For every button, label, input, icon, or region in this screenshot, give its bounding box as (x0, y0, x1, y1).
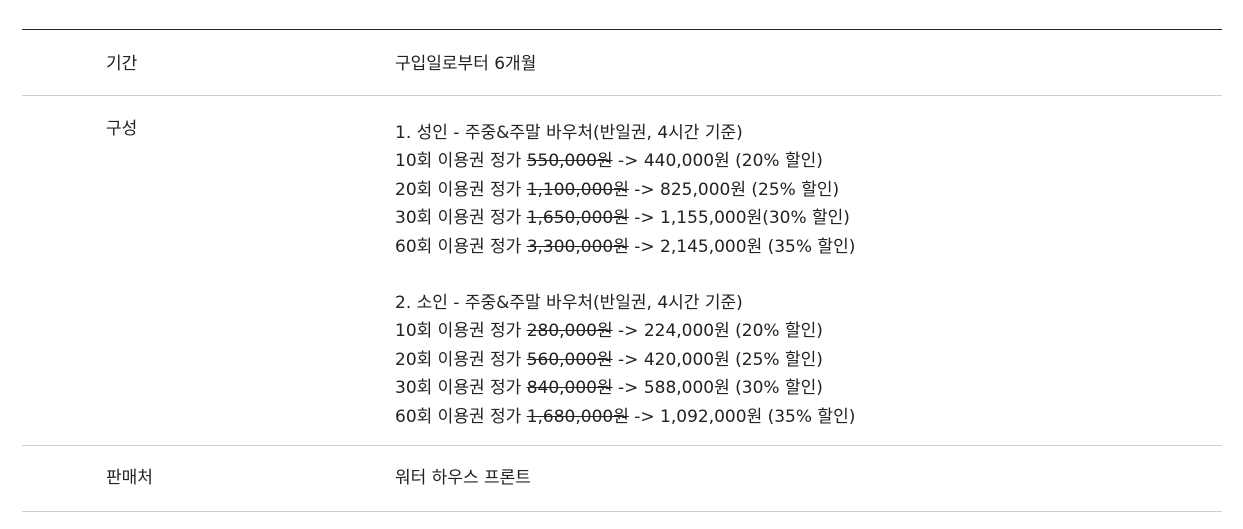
adult-voucher-heading: 1. 성인 - 주중&주말 바우처(반일권, 4시간 기준) (395, 123, 743, 143)
discounted-price: -> 2,145,000원 (35% 할인) (628, 236, 856, 257)
period-label: 기간 (106, 54, 138, 74)
period-value: 구입일로부터 6개월 (395, 54, 537, 74)
price-line-adult-10: 10회 이용권 정가 550,000원 -> 440,000원 (20% 할인) (395, 147, 1222, 175)
price-line-child-60: 60회 이용권 정가 1,680,000원 -> 1,092,000원 (35%… (395, 403, 1222, 431)
original-price: 550,000원 (526, 151, 613, 172)
discounted-price: -> 1,155,000원(30% 할인) (628, 208, 850, 229)
pass-description: 10회 이용권 정가 (395, 151, 527, 172)
period-row: 기간 구입일로부터 6개월 (22, 30, 1222, 96)
original-price: 560,000원 (526, 349, 613, 370)
pass-description: 20회 이용권 정가 (395, 349, 527, 370)
product-info-table: 기간 구입일로부터 6개월 구성 1. 성인 - 주중&주말 바우처(반일권, … (22, 29, 1222, 512)
original-price: 3,300,000원 (526, 236, 629, 257)
discounted-price: -> 420,000원 (25% 할인) (612, 349, 823, 370)
price-line-adult-30: 30회 이용권 정가 1,650,000원 -> 1,155,000원(30% … (395, 204, 1222, 232)
composition-row: 구성 1. 성인 - 주중&주말 바우처(반일권, 4시간 기준) 10회 이용… (22, 96, 1222, 446)
pass-description: 30회 이용권 정가 (395, 208, 527, 229)
pass-description: 20회 이용권 정가 (395, 179, 527, 200)
original-price: 280,000원 (526, 321, 613, 342)
discounted-price: -> 825,000원 (25% 할인) (628, 179, 840, 200)
price-line-child-20: 20회 이용권 정가 560,000원 -> 420,000원 (25% 할인) (395, 346, 1222, 374)
composition-value: 1. 성인 - 주중&주말 바우처(반일권, 4시간 기준) 10회 이용권 정… (395, 119, 1222, 445)
seller-row: 판매처 워터 하우스 프론트 (22, 446, 1222, 512)
seller-label: 판매처 (106, 468, 153, 488)
child-voucher-heading: 2. 소인 - 주중&주말 바우처(반일권, 4시간 기준) (395, 292, 743, 313)
price-line-adult-60: 60회 이용권 정가 3,300,000원 -> 2,145,000원 (35%… (395, 233, 1222, 261)
discounted-price: -> 588,000원 (30% 할인) (612, 378, 823, 399)
composition-label: 구성 (106, 119, 138, 139)
price-line-adult-20: 20회 이용권 정가 1,100,000원 -> 825,000원 (25% 할… (395, 176, 1222, 204)
price-line-child-10: 10회 이용권 정가 280,000원 -> 224,000원 (20% 할인) (395, 317, 1222, 345)
original-price: 1,100,000원 (526, 179, 629, 200)
original-price: 1,680,000원 (526, 406, 629, 427)
discounted-price: -> 224,000원 (20% 할인) (612, 321, 823, 342)
seller-value: 워터 하우스 프론트 (395, 468, 531, 488)
pass-description: 30회 이용권 정가 (395, 378, 527, 399)
original-price: 840,000원 (526, 378, 613, 399)
pass-description: 10회 이용권 정가 (395, 321, 527, 342)
discounted-price: -> 1,092,000원 (35% 할인) (628, 406, 856, 427)
price-line-child-30: 30회 이용권 정가 840,000원 -> 588,000원 (30% 할인) (395, 374, 1222, 402)
section-spacer (395, 261, 1222, 289)
original-price: 1,650,000원 (526, 208, 629, 229)
pass-description: 60회 이용권 정가 (395, 236, 527, 257)
pass-description: 60회 이용권 정가 (395, 406, 527, 427)
discounted-price: -> 440,000원 (20% 할인) (612, 151, 823, 172)
